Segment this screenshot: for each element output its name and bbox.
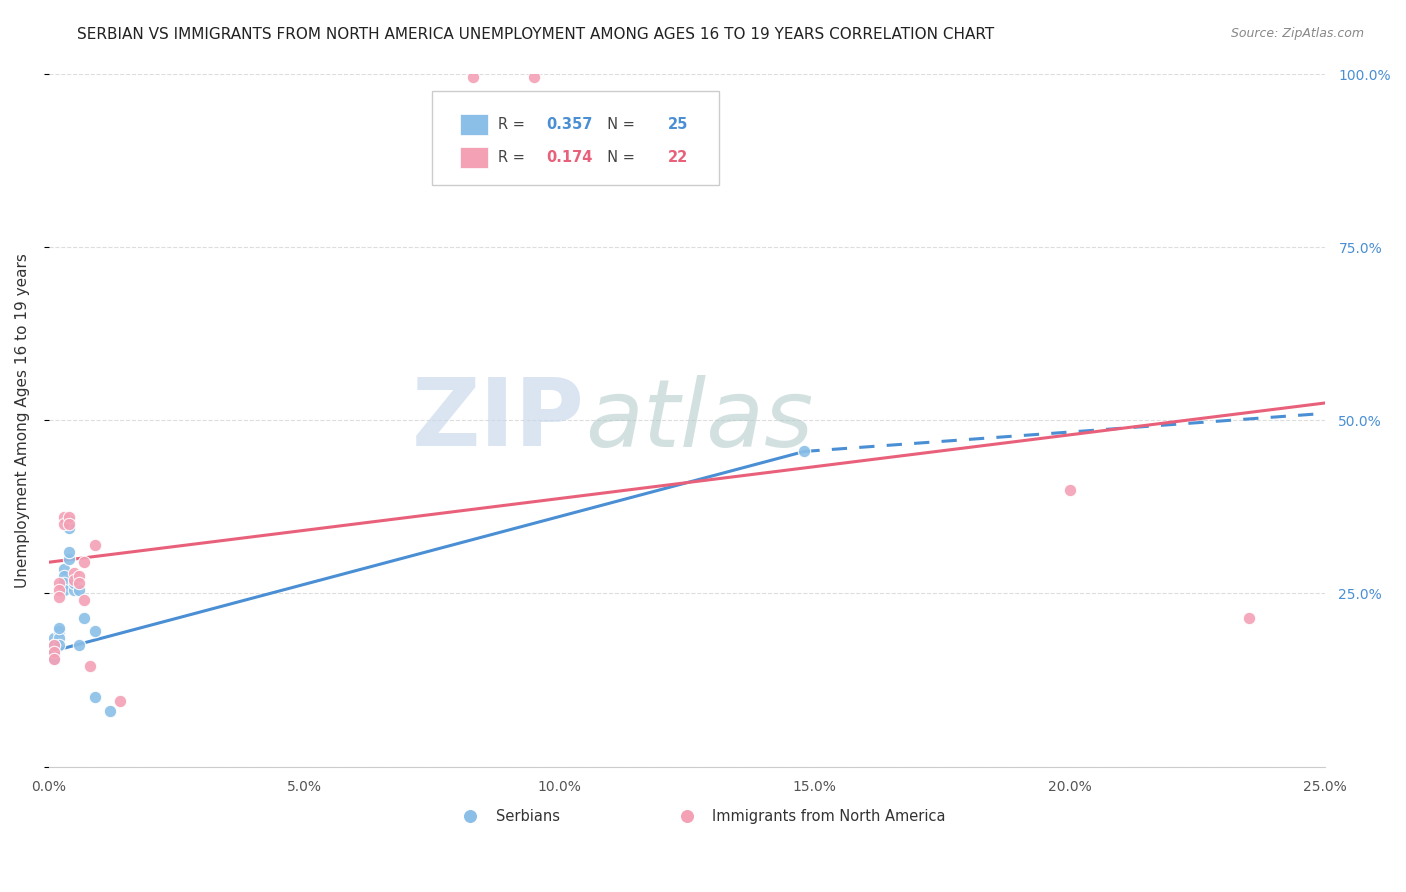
Point (63, 573, 86, 587)
Point (79, 659, 101, 673)
Point (98, 704, 121, 718)
Point (73, 610, 96, 624)
Text: N =: N = (598, 150, 640, 165)
Point (53, 576, 76, 591)
Bar (460, 114, 488, 135)
Point (58, 520, 80, 534)
Text: N =: N = (598, 117, 640, 132)
Point (42, 645, 65, 659)
Point (58, 514, 80, 528)
Point (42, 638, 65, 652)
Point (63, 566, 86, 580)
Point (53, 582, 76, 597)
Point (63, 576, 86, 591)
Text: 25: 25 (668, 117, 688, 132)
Point (58, 510, 80, 524)
Point (83, 538, 105, 552)
Point (42, 652, 65, 666)
Point (110, 694, 132, 708)
Point (58, 545, 80, 559)
Point (48, 576, 70, 591)
Point (67, 582, 90, 597)
Point (58, 517, 80, 532)
Point (461, 70, 484, 85)
Point (53, 517, 76, 532)
Text: SERBIAN VS IMMIGRANTS FROM NORTH AMERICA UNEMPLOYMENT AMONG AGES 16 TO 19 YEARS : SERBIAN VS IMMIGRANTS FROM NORTH AMERICA… (77, 27, 994, 42)
Text: R =: R = (498, 150, 530, 165)
Text: R =: R = (498, 117, 530, 132)
Text: 0.174: 0.174 (547, 150, 593, 165)
Text: 22: 22 (668, 150, 688, 165)
Point (48, 582, 70, 597)
Point (67, 576, 90, 591)
Point (42, 645, 65, 659)
Point (73, 593, 96, 607)
Text: 0.357: 0.357 (547, 117, 593, 132)
Point (42, 638, 65, 652)
Point (67, 569, 90, 583)
Y-axis label: Unemployment Among Ages 16 to 19 years: Unemployment Among Ages 16 to 19 years (15, 252, 30, 588)
Point (48, 621, 70, 635)
Point (48, 624, 70, 639)
Text: Serbians: Serbians (495, 809, 560, 824)
Bar (460, 146, 488, 168)
Point (1237, 610, 1260, 624)
Point (793, 444, 815, 458)
Text: Source: ZipAtlas.com: Source: ZipAtlas.com (1230, 27, 1364, 40)
Text: Immigrants from North America: Immigrants from North America (713, 809, 946, 824)
Point (83, 690, 105, 705)
Point (1059, 483, 1081, 497)
Point (42, 652, 65, 666)
Text: atlas: atlas (585, 375, 813, 466)
Point (63, 582, 86, 597)
FancyBboxPatch shape (432, 91, 718, 185)
Point (48, 632, 70, 646)
Point (53, 569, 76, 583)
Point (73, 555, 96, 569)
Point (58, 551, 80, 566)
Point (83, 624, 105, 639)
Text: ZIP: ZIP (412, 375, 585, 467)
Point (523, 70, 546, 85)
Point (48, 590, 70, 604)
Point (48, 638, 70, 652)
Point (42, 632, 65, 646)
Point (53, 510, 76, 524)
Point (67, 638, 90, 652)
Point (53, 562, 76, 576)
